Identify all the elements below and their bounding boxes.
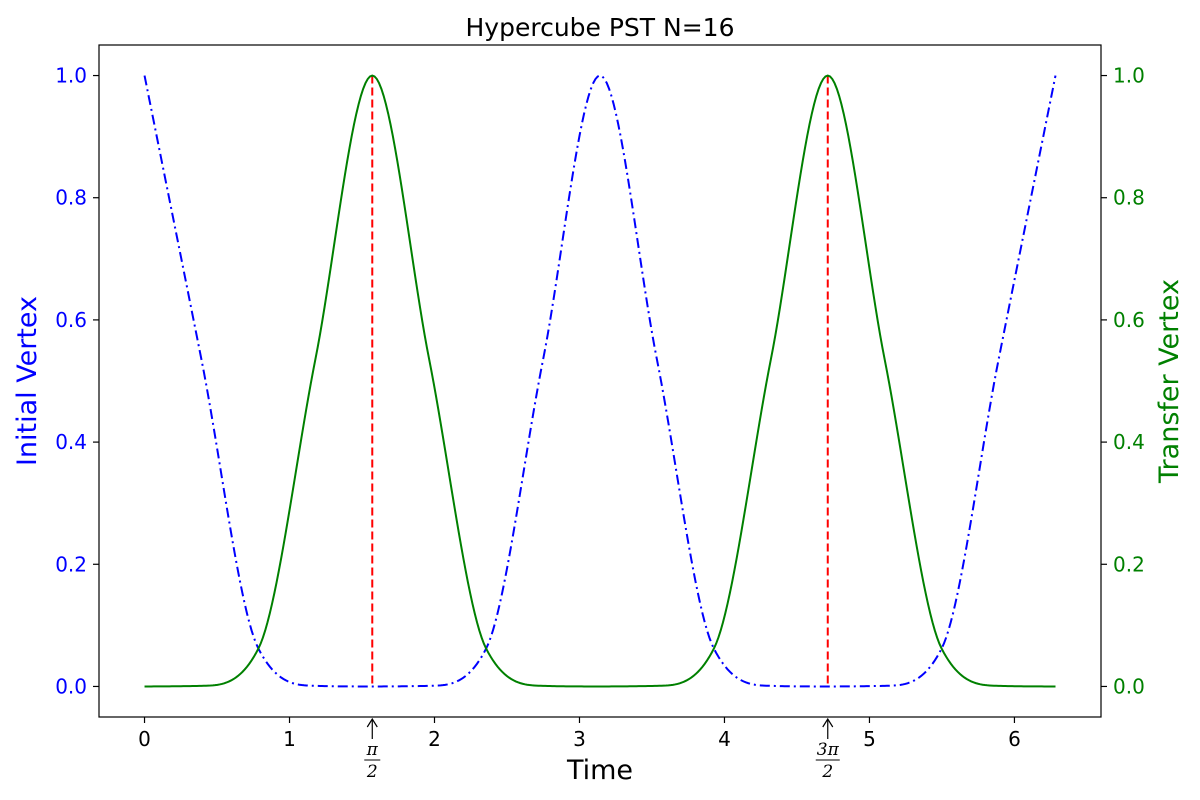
annotation-denominator: 2 — [366, 762, 378, 782]
right-y-tick-label: 0.4 — [1113, 430, 1145, 454]
annotation-denominator: 2 — [821, 762, 833, 782]
x-tick-label: 2 — [428, 727, 441, 751]
series-0-line — [143, 74, 1057, 688]
annotation-arrow-head — [366, 717, 378, 728]
x-tick-label: 3 — [573, 727, 586, 751]
plot-frame — [98, 44, 1102, 718]
left-y-tick-label: 0.0 — [55, 674, 87, 698]
x-tick-label: 4 — [718, 727, 731, 751]
x-axis: 0 1 2 3 4 5 6 — [138, 717, 1021, 751]
right-y-tick-label: 0.2 — [1113, 552, 1145, 576]
left-y-tick-label: 0.8 — [55, 186, 87, 210]
x-axis-title: Time — [566, 755, 633, 786]
plot-area — [143, 74, 1057, 688]
left-y-tick-label: 1.0 — [55, 64, 87, 88]
right-y-tick-label: 0.8 — [1113, 186, 1145, 210]
right-y-axis-title: Transfer Vertex — [1154, 279, 1185, 484]
right-y-tick-label: 0.6 — [1113, 308, 1145, 332]
x-tick-label: 6 — [1008, 727, 1021, 751]
left-y-tick-label: 0.2 — [55, 552, 87, 576]
chart-title: Hypercube PST N=16 — [466, 13, 735, 42]
x-tick-label: 1 — [283, 727, 296, 751]
x-tick-label: 5 — [863, 727, 876, 751]
left-y-axis: 0.0 0.2 0.4 0.6 0.8 1.0 — [55, 64, 99, 698]
left-y-tick-label: 0.4 — [55, 430, 87, 454]
annotation-arrow-head — [822, 717, 834, 728]
right-y-tick-label: 1.0 — [1113, 64, 1145, 88]
annotation-numerator: π — [366, 740, 379, 760]
right-y-tick-label: 0.0 — [1113, 674, 1145, 698]
annotation-numerator: 3π — [817, 740, 840, 760]
left-y-axis-title: Initial Vertex — [12, 296, 43, 466]
right-y-axis: 0.0 0.2 0.4 0.6 0.8 1.0 — [1101, 64, 1145, 698]
x-tick-label: 0 — [138, 727, 151, 751]
left-y-tick-label: 0.6 — [55, 308, 87, 332]
series-1-line — [144, 74, 1056, 688]
